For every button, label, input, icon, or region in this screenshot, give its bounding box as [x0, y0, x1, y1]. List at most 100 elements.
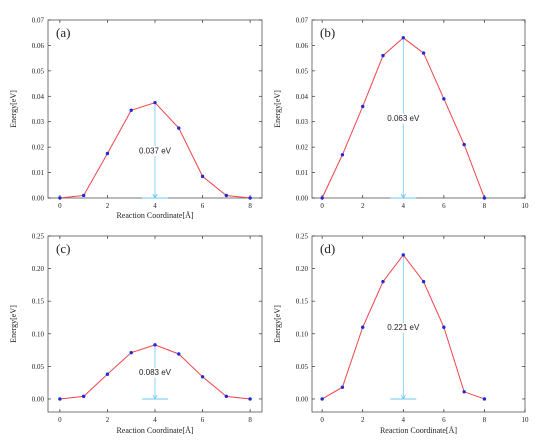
chart-panel-3: 0 2 4 6 8 0.00 0.05 0.10 0.15 0.20 0.25 Energy[eV] R… — [9, 233, 263, 435]
x-tick-label: 6 — [201, 202, 205, 210]
x-tick-label: 2 — [106, 416, 110, 424]
y-tick-label: 0.00 — [296, 195, 309, 203]
data-point — [200, 174, 205, 179]
y-axis-title: Energy[eV] — [273, 305, 282, 343]
data-point — [129, 350, 133, 355]
barrier-label-bg — [139, 146, 171, 157]
y-tick-label: 0.00 — [296, 395, 309, 403]
y-tick-label: 0.20 — [32, 265, 45, 273]
barrier-label-bg — [387, 322, 420, 333]
x-tick-label: 6 — [442, 416, 446, 424]
x-tick-label: 8 — [483, 416, 487, 424]
data-point — [58, 196, 62, 200]
y-tick-label: 0.05 — [296, 363, 309, 371]
chart-panel-1: 0 2 4 6 8 0.00 0.01 0.02 0.03 0.04 0.05 0.06 0.07 Ene… — [9, 17, 263, 220]
y-tick-label: 0.10 — [296, 330, 309, 338]
y-tick-label: 0.01 — [32, 169, 45, 177]
data-point — [129, 108, 133, 112]
data-point — [81, 193, 86, 198]
x-tick-label: 0 — [320, 202, 324, 210]
data-point — [153, 343, 157, 347]
y-tick-label: 0.03 — [296, 118, 309, 126]
y-tick-label: 0.25 — [32, 233, 45, 241]
data-point — [442, 97, 446, 101]
plot-frame — [311, 19, 526, 199]
x-tick-label: 4 — [402, 202, 406, 210]
data-point — [361, 325, 365, 329]
data-point — [58, 397, 62, 401]
y-tick-label: 0.05 — [296, 67, 309, 75]
data-point — [401, 253, 405, 257]
data-point — [320, 196, 324, 200]
x-axis-title: Reaction Coordinate[Å] — [116, 211, 193, 220]
y-tick-label: 0.05 — [32, 67, 45, 75]
data-point — [401, 36, 405, 40]
data-point — [81, 394, 86, 399]
data-point — [381, 53, 385, 58]
data-point — [248, 397, 252, 401]
y-tick-label: 0.20 — [296, 265, 309, 273]
y-tick-label: 0.00 — [32, 195, 45, 203]
x-tick-label: 0 — [58, 202, 62, 210]
x-tick-label: 10 — [522, 202, 530, 210]
x-tick-label: 2 — [106, 202, 110, 210]
data-point — [200, 375, 205, 379]
x-tick-label: 0 — [58, 416, 62, 424]
data-point — [177, 126, 181, 130]
data-point — [320, 397, 324, 401]
y-axis-title: Energy[eV] — [9, 305, 18, 343]
panel-label: (d) — [320, 241, 335, 256]
barrier-label: 0.063 eV — [387, 114, 420, 123]
x-tick-label: 8 — [483, 202, 487, 210]
x-tick-label: 6 — [201, 416, 205, 424]
y-tick-label: 0.15 — [32, 298, 45, 306]
data-point — [482, 397, 487, 401]
y-tick-label: 0.02 — [32, 144, 45, 152]
y-tick-label: 0.10 — [32, 330, 45, 338]
data-point — [381, 279, 385, 284]
y-tick-label: 0.01 — [296, 169, 309, 177]
x-tick-label: 8 — [248, 202, 252, 210]
data-point — [442, 325, 446, 329]
panel-label: (a) — [56, 25, 70, 40]
y-tick-label: 0.06 — [296, 42, 309, 50]
y-tick-label: 0.04 — [296, 93, 309, 101]
plot-frame — [311, 235, 526, 413]
data-point — [421, 51, 426, 55]
x-axis-title: Reaction Coordinate[Å] — [116, 426, 193, 435]
data-point — [105, 372, 110, 376]
y-tick-label: 0.04 — [32, 93, 45, 101]
barrier-label: 0.083 eV — [139, 368, 172, 377]
data-point — [361, 104, 365, 109]
y-tick-label: 0.03 — [32, 118, 45, 126]
y-tick-label: 0.06 — [32, 42, 45, 50]
data-point — [248, 196, 252, 200]
barrier-label: 0.037 eV — [139, 146, 172, 155]
y-tick-label: 0.15 — [296, 298, 309, 306]
y-axis-title: Energy[eV] — [9, 90, 18, 128]
panel-label: (c) — [56, 241, 70, 256]
x-tick-label: 10 — [522, 416, 530, 424]
panel-label: (b) — [320, 25, 335, 40]
y-tick-label: 0.05 — [32, 363, 45, 371]
data-point — [177, 352, 181, 356]
data-point — [105, 151, 110, 156]
x-tick-label: 6 — [442, 202, 446, 210]
data-point — [224, 394, 229, 399]
x-tick-label: 8 — [248, 416, 252, 424]
data-point — [482, 196, 487, 200]
x-tick-label: 0 — [320, 416, 324, 424]
x-tick-label: 2 — [361, 202, 365, 210]
x-tick-label: 4 — [153, 416, 157, 424]
y-tick-label: 0.07 — [296, 17, 309, 25]
y-axis-title: Energy[eV] — [273, 90, 282, 128]
x-axis-title: Reaction Coordinate[Å] — [380, 426, 457, 435]
y-tick-label: 0.02 — [296, 144, 309, 152]
barrier-label-bg — [139, 367, 171, 378]
y-tick-label: 0.00 — [32, 395, 45, 403]
barrier-label-bg — [387, 113, 420, 124]
x-tick-label: 4 — [153, 202, 157, 210]
data-point — [224, 193, 229, 198]
chart-panel-2: 0 2 4 6 8 10 0.00 0.01 0.02 0.03 0.04 0.05 0.06 0.07 E… — [273, 17, 529, 211]
data-point — [153, 100, 157, 105]
